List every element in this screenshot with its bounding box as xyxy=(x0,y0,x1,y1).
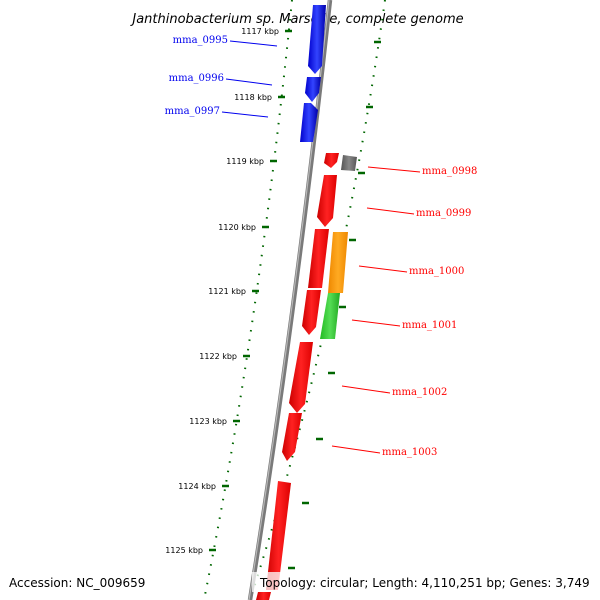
tick-label: 1119 kbp xyxy=(226,157,264,166)
tick-label: 1118 kbp xyxy=(234,93,272,102)
tick-label: 1117 kbp xyxy=(241,27,279,36)
gene-large-1[interactable] xyxy=(266,481,291,590)
gene-label-mma_0997[interactable]: mma_0997 xyxy=(165,106,220,117)
gene-label-leader xyxy=(221,111,269,118)
tick-label: 1124 kbp xyxy=(178,482,216,491)
gene-mma_0999[interactable] xyxy=(317,175,337,227)
gene-label-mma_0998[interactable]: mma_0998 xyxy=(422,166,477,177)
gene-label-mma_0995[interactable]: mma_0995 xyxy=(173,35,228,46)
gene-label-leader xyxy=(341,385,391,394)
gene-label-mma_1002[interactable]: mma_1002 xyxy=(392,387,447,398)
gene-grey[interactable] xyxy=(341,155,357,171)
tick-label: 1122 kbp xyxy=(199,352,237,361)
gene-label-leader xyxy=(229,40,278,47)
gene-mma_0995[interactable] xyxy=(308,5,326,74)
gene-mma_0996[interactable] xyxy=(305,77,321,102)
gene-mma_1003[interactable] xyxy=(282,413,302,461)
tick-label: 1123 kbp xyxy=(189,417,227,426)
tick-label: 1121 kbp xyxy=(208,287,246,296)
gene-mma_1001[interactable] xyxy=(302,290,321,335)
gene-large-2[interactable] xyxy=(256,592,271,600)
footer-background xyxy=(252,572,594,592)
gene-mma_0998[interactable] xyxy=(324,153,339,168)
gene-label-mma_0996[interactable]: mma_0996 xyxy=(169,73,224,84)
gene-orange[interactable] xyxy=(328,232,348,293)
gene-label-mma_1001[interactable]: mma_1001 xyxy=(402,320,457,331)
tick-label: 1125 kbp xyxy=(165,546,203,555)
tick-group: 1117 kbp 1118 kbp 1119 kbp 1120 kbp 1121 kbp… xyxy=(165,27,292,555)
gene-label-mma_1003[interactable]: mma_1003 xyxy=(382,447,437,458)
gene-label-leader xyxy=(367,166,421,173)
gene-label-leader xyxy=(351,319,401,327)
accession-text: Accession: NC_009659 xyxy=(9,576,145,590)
outer-ring-ticks xyxy=(288,40,381,570)
gene-green[interactable] xyxy=(320,293,340,339)
gene-label-leader xyxy=(366,207,415,215)
map-title: Janthinobacterium sp. Marseille, complet… xyxy=(129,12,463,27)
gene-mma_0997[interactable] xyxy=(300,103,318,142)
forward-genes xyxy=(300,5,326,142)
gene-mma_1000[interactable] xyxy=(308,229,329,288)
gene-labels: mma_0995 mma_0996 mma_0997 mma_0998 mma_0999… xyxy=(165,35,478,458)
reverse-genes xyxy=(256,153,357,600)
genome-backbone xyxy=(247,0,333,600)
gene-label-leader xyxy=(358,265,408,273)
gene-label-leader xyxy=(331,445,381,454)
gene-mma_1002[interactable] xyxy=(289,342,313,413)
gene-label-leader xyxy=(225,78,273,86)
tick-label: 1120 kbp xyxy=(218,223,256,232)
topology-text: Topology: circular; Length: 4,110,251 bp… xyxy=(259,576,590,590)
gene-label-mma_1000[interactable]: mma_1000 xyxy=(409,266,464,277)
gene-label-mma_0999[interactable]: mma_0999 xyxy=(416,208,471,219)
